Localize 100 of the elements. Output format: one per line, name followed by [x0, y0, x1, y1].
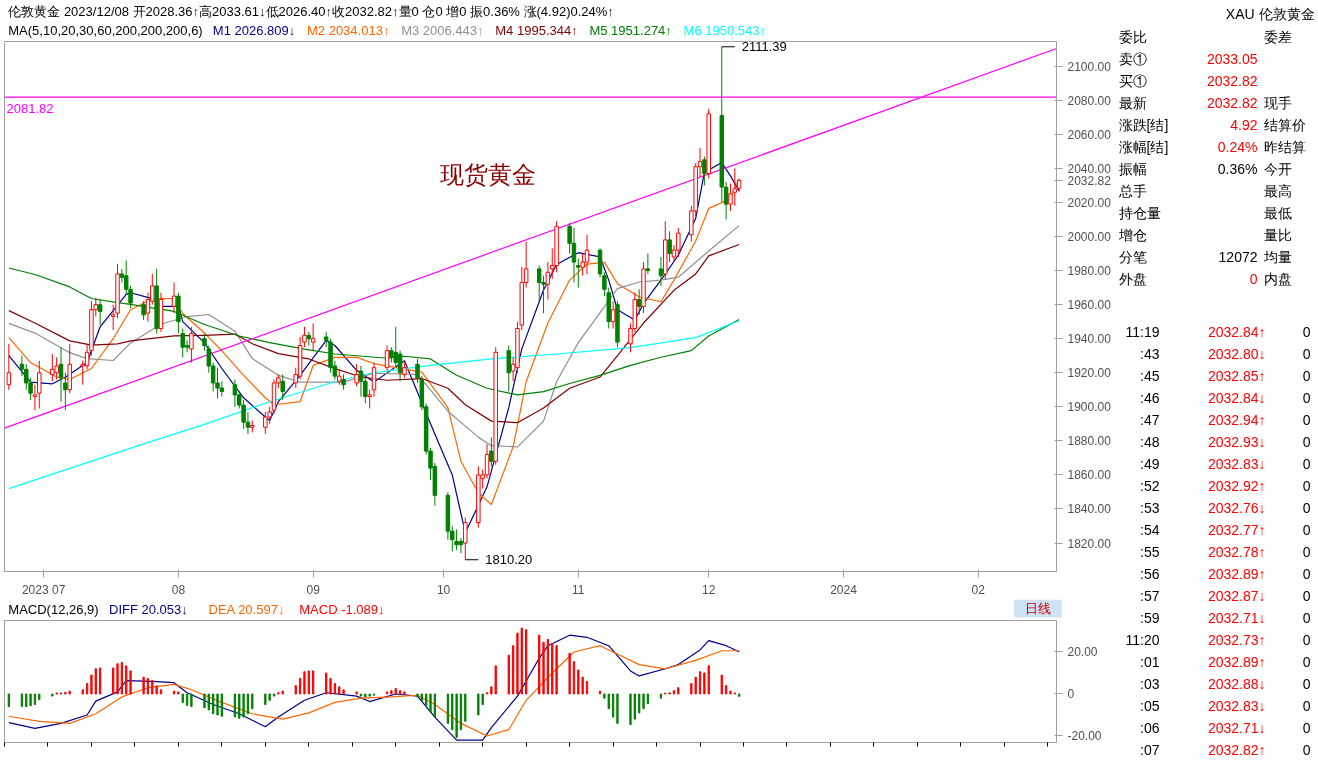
candlestick: [571, 227, 577, 283]
text: 0: [1302, 389, 1311, 406]
text: 2032.77↑: [1207, 521, 1266, 538]
text: 0: [1302, 565, 1311, 582]
text: M4 1995.344↑: [495, 23, 578, 38]
text: 最新: [1118, 94, 1147, 111]
text: XAU 伦敦黄金: [1225, 5, 1315, 22]
text: 0: [1302, 521, 1311, 538]
candlestick: [506, 345, 511, 392]
text: 振幅: [1118, 160, 1147, 177]
text: 0: [1302, 719, 1311, 736]
annotation: 现货黄金: [440, 160, 537, 188]
candlestick: [6, 343, 12, 391]
text: :06: [1140, 719, 1160, 736]
candlestick: [189, 326, 194, 364]
text: 2032.92↑: [1207, 477, 1266, 494]
line-series: [8, 267, 740, 396]
text: :03: [1140, 675, 1160, 692]
text: 0: [1302, 367, 1311, 384]
text: :55: [1140, 543, 1160, 560]
candlestick: [667, 230, 672, 263]
text: :07: [1140, 741, 1160, 758]
y-tick-label: 2080.00: [1067, 93, 1112, 108]
y-tick-label: -20.00: [1067, 729, 1102, 744]
text: 0: [1249, 270, 1258, 287]
line-series: [8, 243, 740, 424]
candlestick: [610, 300, 616, 329]
candlestick: [636, 288, 642, 316]
text: M3 2006.443↑: [401, 23, 484, 38]
text: :57: [1140, 587, 1160, 604]
y-tick-label: 1920.00: [1067, 366, 1112, 381]
text: 委比: [1118, 28, 1147, 45]
candlestick: [702, 155, 707, 186]
candlestick: [171, 281, 177, 314]
candlestick: [484, 443, 490, 479]
text: 均量: [1262, 248, 1292, 265]
text: 0: [1302, 631, 1311, 648]
text: :49: [1140, 455, 1160, 472]
text: 0: [1302, 323, 1311, 340]
text: 涨跌[结]: [1118, 116, 1169, 133]
y-tick-label: 0: [1067, 687, 1075, 702]
x-tick-label: 12: [702, 582, 716, 597]
candlestick: [463, 517, 468, 561]
text: 0: [1302, 411, 1311, 428]
text: :54: [1140, 521, 1160, 538]
text: 2033.05: [1206, 50, 1258, 67]
text: 现手: [1263, 94, 1292, 111]
text: 2032.83↓: [1207, 697, 1266, 714]
text: M2 2034.013↑: [306, 23, 390, 38]
text: 11:20: [1125, 631, 1160, 648]
text: 2032.80↓: [1207, 345, 1266, 362]
text: 总手: [1117, 182, 1147, 199]
text: 0: [1302, 499, 1311, 516]
text: 2032.93↓: [1207, 433, 1266, 450]
text: 2032.78↑: [1207, 543, 1266, 560]
text: :01: [1140, 653, 1160, 670]
text: 2032.94↑: [1207, 411, 1266, 428]
y-tick-label: 2040.00: [1067, 161, 1112, 176]
text: :48: [1140, 433, 1160, 450]
candlestick: [545, 261, 551, 301]
legend-title: MA(5,10,20,30,60,200,200,200,6): [8, 23, 203, 38]
text: DEA 20.597↓: [208, 602, 285, 617]
line-series: [8, 225, 740, 448]
text: 日线: [1024, 601, 1051, 616]
text: 量比: [1263, 226, 1292, 243]
annotation: 2111.39: [741, 39, 787, 55]
candlestick: [489, 436, 494, 467]
text: M6 1950.543↑: [683, 23, 766, 38]
text: :56: [1140, 565, 1160, 582]
text: 最低: [1263, 204, 1292, 221]
x-tick-label: 09: [306, 582, 321, 597]
text: 0: [1302, 455, 1311, 472]
candlestick: [676, 227, 681, 258]
x-tick-label: 2023 07: [21, 582, 66, 597]
x-tick-label: 08: [171, 582, 186, 597]
text: 2032.82↑: [1207, 741, 1266, 758]
text: 最高: [1263, 182, 1292, 199]
y-tick-label: 2100.00: [1067, 59, 1112, 74]
ref-line-label: 2081.82: [6, 101, 54, 117]
text: 0: [1302, 433, 1311, 450]
y-tick-label: 1980.00: [1067, 264, 1112, 279]
chart-title: MACD(12,26,9): [8, 602, 99, 617]
y-tick-label: 1860.00: [1067, 468, 1112, 483]
y-tick-label: 20.00: [1067, 645, 1098, 660]
y-tick-label: 1840.00: [1067, 502, 1112, 517]
candlestick: [97, 299, 103, 326]
text: 0: [1302, 609, 1311, 626]
text: MACD -1.089↓: [299, 602, 385, 617]
text: 2032.84↓: [1207, 389, 1266, 406]
text: 0: [1302, 675, 1311, 692]
x-tick-label: 02: [971, 582, 986, 597]
y-tick-label: 2032.82: [1067, 174, 1112, 189]
text: 2032.76↓: [1207, 499, 1266, 516]
text: 2032.71↓: [1207, 719, 1266, 736]
text: 0.36%: [1217, 160, 1258, 177]
candlestick: [358, 365, 364, 398]
y-tick-label: 2020.00: [1067, 195, 1112, 210]
text: :53: [1140, 499, 1160, 516]
candlestick: [645, 253, 651, 275]
candlestick: [215, 367, 220, 399]
